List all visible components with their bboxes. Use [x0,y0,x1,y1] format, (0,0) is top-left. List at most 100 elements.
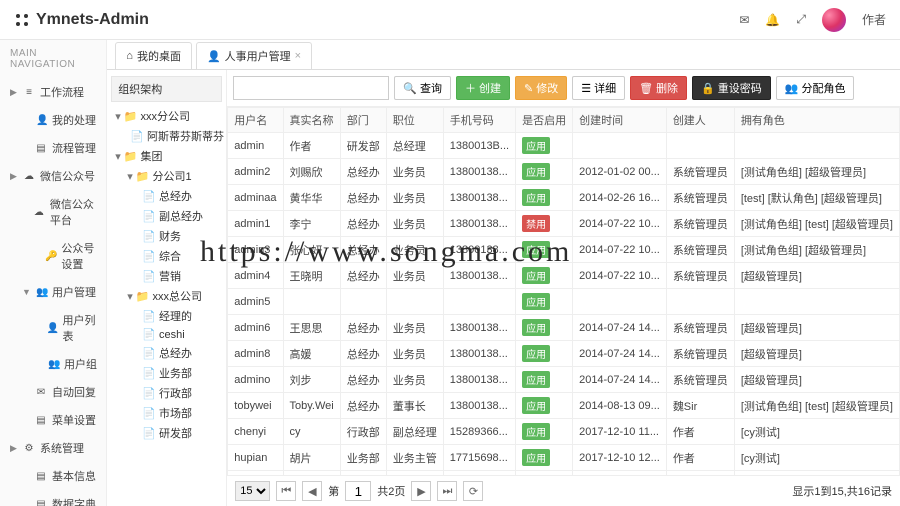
tree-node[interactable]: 📄营销 [111,266,222,286]
table-cell: 业务部 [340,445,386,471]
sidebar-item[interactable]: ▤菜单设置 [0,406,106,434]
sidebar-item[interactable]: ✉自动回复 [0,378,106,406]
next-page-button[interactable]: ▶ [411,481,431,501]
table-row[interactable]: admin4王晓明总经办业务员13800138...应用2014-07-22 1… [228,263,900,289]
table-row[interactable]: chenyicy行政部副总经理15289366...应用2017-12-10 1… [228,419,900,445]
sidebar-item[interactable]: ☁微信公众平台 [0,190,106,234]
page-input[interactable] [345,481,371,501]
sidebar-item[interactable]: ▤基本信息 [0,462,106,490]
table-row[interactable]: admin2刘赐欣总经办业务员13800138...应用2012-01-02 0… [228,159,900,185]
tree-node[interactable]: 📄市场部 [111,403,222,423]
sidebar-item[interactable]: 👤用户列表 [0,306,106,350]
table-cell: 应用 [516,133,573,159]
page-size-select[interactable]: 15 [235,481,270,501]
tree-node[interactable]: 📄副总经办 [111,206,222,226]
table-row[interactable]: admin1李宁总经办业务员13800138...禁用2014-07-22 10… [228,211,900,237]
assign-role-button[interactable]: 👥 分配角色 [776,76,855,100]
first-page-button[interactable]: ⏮ [276,481,296,501]
edit-button[interactable]: ✎ 修改 [515,76,567,100]
table-cell: 王晓明 [283,263,340,289]
column-header[interactable]: 是否启用 [516,108,573,133]
table-cell: 13800138... [443,393,515,419]
tree-node[interactable]: 📄综合 [111,246,222,266]
sidebar-item[interactable]: ▼👥用户管理 [0,278,106,306]
enable-badge: 应用 [522,345,550,362]
table-cell: [cy测试] [734,445,899,471]
sidebar-item[interactable]: 👤我的处理 [0,106,106,134]
delete-button[interactable]: 🗑 删除 [630,76,687,100]
sidebar-item[interactable]: ▤流程管理 [0,134,106,162]
search-input[interactable] [233,76,389,100]
table-cell: 黄华华 [283,185,340,211]
top-author[interactable]: 作者 [862,11,886,28]
bell-icon[interactable]: 🔔 [765,13,780,27]
tree-node[interactable]: ▾📁xxx分公司 [111,106,222,126]
sidebar-item[interactable]: 🔑公众号设置 [0,234,106,278]
table-cell: 应用 [516,315,573,341]
tree-node[interactable]: 📄研发部 [111,423,222,443]
table-row[interactable]: hupian胡片业务部业务主管17715698...应用2017-12-10 1… [228,445,900,471]
enable-badge: 应用 [522,163,550,180]
avatar[interactable] [822,8,846,32]
tree-node[interactable]: 📄业务部 [111,363,222,383]
tree-node[interactable]: ▾📁集团 [111,146,222,166]
tree-node[interactable]: ▾📁xxx总公司 [111,286,222,306]
table-cell: [测试角色组] [超级管理员] [734,159,899,185]
table-cell: 行政部 [340,419,386,445]
table-row[interactable]: admin5应用 [228,289,900,315]
column-header[interactable]: 创建人 [666,108,734,133]
table-cell: 系统管理员 [666,237,734,263]
tree-node[interactable]: ▾📁分公司1 [111,166,222,186]
tab[interactable]: ⌂我的桌面 [115,42,192,69]
table-cell: 总经办 [340,185,386,211]
table-cell: admin4 [228,263,283,289]
tree-node[interactable]: 📄行政部 [111,383,222,403]
tab-close-icon[interactable]: × [295,50,301,62]
column-header[interactable]: 用户名 [228,108,283,133]
table-cell: 17715698... [443,445,515,471]
table-row[interactable]: admin8高媛总经办业务员13800138...应用2014-07-24 14… [228,341,900,367]
column-header[interactable]: 部门 [340,108,386,133]
table-cell: 总经办 [340,159,386,185]
tree-node[interactable]: 📄ceshi [111,326,222,343]
column-header[interactable]: 创建时间 [573,108,667,133]
last-page-button[interactable]: ⏭ [437,481,457,501]
table-row[interactable]: admino刘步总经办业务员13800138...应用2014-07-24 14… [228,367,900,393]
sidebar-item[interactable]: ▶⚙系统管理 [0,434,106,462]
sidebar-item[interactable]: ▶≡工作流程 [0,78,106,106]
prev-page-button[interactable]: ◀ [302,481,322,501]
table-cell: 13800138... [443,315,515,341]
sidebar-item[interactable]: ▶☁微信公众号 [0,162,106,190]
tree-node[interactable]: 📄财务 [111,226,222,246]
table-cell: 2014-07-22 10... [573,263,667,289]
tree-node[interactable]: 📄经理的 [111,306,222,326]
sidebar-header: MAIN NAVIGATION [0,40,106,78]
expand-icon[interactable]: ⤢ [796,12,806,27]
column-header[interactable]: 职位 [386,108,443,133]
column-header[interactable]: 拥有角色 [734,108,899,133]
reset-pw-button[interactable]: 🔒 重设密码 [692,76,771,100]
table-cell: 系统管理员 [666,341,734,367]
query-button[interactable]: 🔍 查询 [394,76,451,100]
tree-node[interactable]: 📄总经办 [111,186,222,206]
column-header[interactable]: 真实名称 [283,108,340,133]
tab[interactable]: 👤人事用户管理× [196,42,312,69]
table-row[interactable]: admin作者研发部总经理1380013B...应用 [228,133,900,159]
table-row[interactable]: tobyweiToby.Wei总经办董事长13800138...应用2014-0… [228,393,900,419]
sidebar-item[interactable]: 👥用户组 [0,350,106,378]
table-row[interactable]: adminaa黄华华总经办业务员13800138...应用2014-02-26 … [228,185,900,211]
tree-node[interactable]: 📄阿斯蒂芬斯蒂芬 [111,126,222,146]
table-cell: 2014-07-24 14... [573,315,667,341]
detail-button[interactable]: ☰ 详细 [572,76,625,100]
table-cell: 业务员 [386,211,443,237]
refresh-button[interactable]: ⟳ [463,481,483,501]
column-header[interactable]: 手机号码 [443,108,515,133]
table-cell: [超级管理员] [734,263,899,289]
mail-icon[interactable]: ✉ [739,13,749,27]
table-row[interactable]: admin3张心妍总经办业务员13800138...应用2014-07-22 1… [228,237,900,263]
data-table: 用户名真实名称部门职位手机号码是否启用创建时间创建人拥有角色 admin作者研发… [227,107,900,475]
create-button[interactable]: ＋ 创建 [456,76,510,100]
table-row[interactable]: admin6王思思总经办业务员13800138...应用2014-07-24 1… [228,315,900,341]
tree-node[interactable]: 📄总经办 [111,343,222,363]
sidebar-item[interactable]: ▤数据字典 [0,490,106,506]
